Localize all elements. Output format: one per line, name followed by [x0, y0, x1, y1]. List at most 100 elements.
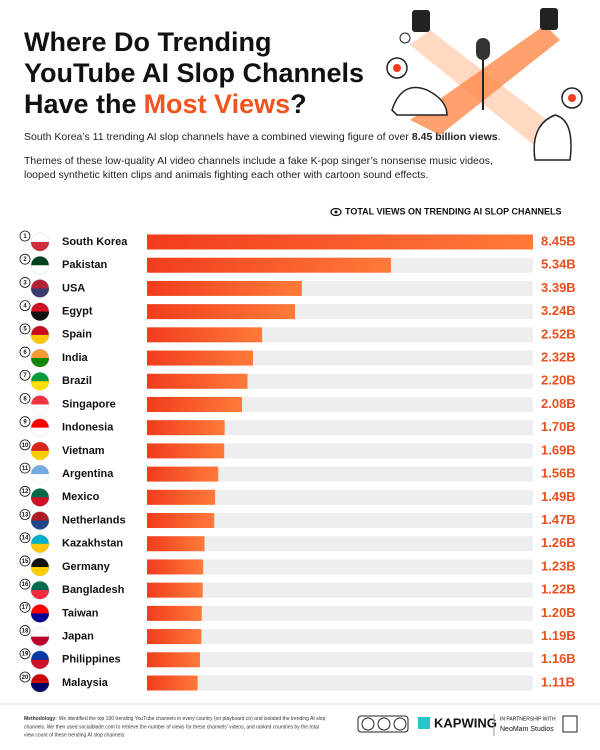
flag — [31, 497, 49, 507]
value-label: 3.24B — [541, 303, 576, 318]
value-label: 2.20B — [541, 373, 576, 388]
title-line: Where Do Trending — [24, 27, 272, 57]
bar — [147, 234, 533, 250]
value-label: 1.49B — [541, 489, 576, 504]
rank: 12 — [22, 489, 29, 495]
rank: 16 — [22, 582, 29, 588]
value-label: 1.69B — [541, 442, 576, 457]
legend-title: TOTAL VIEWS ON TRENDING AI SLOP CHANNELS — [345, 206, 562, 216]
value-label: 1.20B — [541, 605, 576, 620]
category-label: Singapore — [62, 398, 116, 410]
title-line: Have the — [24, 89, 137, 119]
flag — [31, 590, 49, 600]
flag — [31, 659, 49, 669]
partner-logo — [562, 715, 578, 733]
value-label: 1.23B — [541, 558, 576, 573]
rank: 8 — [23, 396, 27, 402]
rank-badge — [19, 323, 31, 335]
methodology-label: Methodology: — [24, 716, 57, 722]
flag — [31, 566, 49, 576]
bar-track — [147, 443, 533, 459]
rank: 3 — [23, 280, 27, 286]
methodology-line: view count of these trending AI slop cha… — [24, 732, 125, 738]
rank-badge — [19, 369, 31, 381]
bar — [147, 559, 204, 575]
bar-track — [147, 536, 533, 552]
category-label: Argentina — [62, 468, 114, 480]
category-label: Vietnam — [62, 445, 105, 457]
category-label: Malaysia — [62, 677, 109, 689]
category-label: Taiwan — [62, 607, 99, 619]
bar — [147, 513, 215, 529]
rank: 17 — [22, 605, 29, 611]
flag — [31, 358, 49, 368]
category-label: South Korea — [62, 236, 128, 248]
illustration — [386, 8, 583, 161]
rank-badge — [19, 648, 31, 660]
rank: 13 — [22, 512, 29, 518]
bar — [147, 652, 200, 668]
brand: KAPWING — [434, 715, 497, 730]
partner: NeoMam Studios — [500, 726, 554, 733]
bar-track — [147, 396, 533, 412]
rank: 9 — [23, 420, 27, 426]
bar-track — [147, 559, 533, 575]
category-label: Philippines — [62, 654, 121, 666]
value-label: 1.19B — [541, 628, 576, 643]
brand-logo — [418, 717, 430, 729]
bar — [147, 629, 202, 645]
flag — [31, 543, 49, 553]
bar-track — [147, 582, 533, 598]
rank-badge — [19, 578, 31, 590]
flag — [31, 450, 49, 460]
category-label: USA — [62, 282, 85, 294]
subtitle-end: . — [498, 131, 501, 143]
bar-track — [147, 489, 533, 505]
bar — [147, 327, 263, 343]
value-label: 8.45B — [541, 233, 576, 248]
flag — [31, 334, 49, 344]
rank-badge — [19, 253, 31, 265]
bar — [147, 257, 391, 273]
bar — [147, 489, 216, 505]
value-label: 2.52B — [541, 326, 576, 341]
flag — [31, 683, 49, 692]
flag — [31, 427, 49, 437]
category-label: Indonesia — [62, 422, 114, 434]
flag — [31, 288, 49, 298]
bar-track — [147, 652, 533, 668]
bar-track — [147, 675, 533, 691]
flag — [31, 474, 49, 484]
description: looped synthetic kitten clips and animal… — [24, 169, 428, 181]
rank: 18 — [22, 628, 29, 634]
category-label: Netherlands — [62, 514, 126, 526]
rank-badge — [19, 230, 31, 242]
rank-badge — [19, 532, 31, 544]
rank: 19 — [22, 652, 29, 658]
bar — [147, 466, 219, 482]
rank: 7 — [23, 373, 27, 379]
category-label: Pakistan — [62, 259, 108, 271]
title-line: YouTube AI Slop Channels — [24, 58, 364, 88]
flag — [31, 636, 49, 646]
flag — [31, 381, 49, 391]
subtitle-text: South Korea’s 11 trending AI slop channe… — [24, 131, 409, 143]
flag — [31, 404, 49, 414]
value-label: 5.34B — [541, 257, 576, 272]
bar — [147, 280, 302, 296]
bar — [147, 304, 296, 320]
legend: TOTAL VIEWS ON TRENDING AI SLOP CHANNELS — [330, 206, 562, 216]
value-label: 1.22B — [541, 582, 576, 597]
value-label: 2.08B — [541, 396, 576, 411]
category-label: Japan — [62, 630, 94, 642]
bar — [147, 536, 205, 552]
value-label: 1.16B — [541, 651, 576, 666]
flag — [31, 520, 49, 530]
bar-track — [147, 420, 533, 436]
flag — [31, 265, 49, 275]
rank-badge — [19, 300, 31, 312]
rank-badge — [19, 393, 31, 404]
bar — [147, 373, 248, 389]
rank: 10 — [22, 443, 29, 449]
